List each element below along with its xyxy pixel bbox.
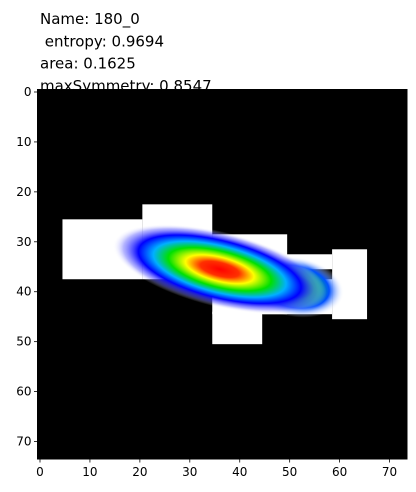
- x-tick-label: 50: [282, 465, 297, 479]
- x-tick-label: 30: [182, 465, 197, 479]
- blob: [112, 224, 327, 315]
- x-tick-label: 10: [82, 465, 97, 479]
- x-tick-label: 20: [132, 465, 147, 479]
- x-tick-label: 60: [332, 465, 347, 479]
- image: [37, 89, 408, 460]
- frame: [37, 89, 408, 460]
- x-tick-label: 40: [232, 465, 247, 479]
- y-tick-label: 0: [24, 85, 32, 99]
- y-tick-label: 60: [16, 385, 31, 399]
- y-tick-label: 50: [16, 335, 31, 349]
- x-tick-label: 70: [382, 465, 397, 479]
- title-line: area: 0.1625: [40, 55, 136, 73]
- title-line: entropy: 0.9694: [40, 32, 164, 50]
- title-line: Name: 180_0: [40, 10, 140, 29]
- y-tick-label: 40: [16, 285, 31, 299]
- x-tick-label: 0: [36, 465, 44, 479]
- y-tick-label: 70: [16, 435, 31, 449]
- y-tick-label: 30: [16, 235, 31, 249]
- y-tick-label: 10: [16, 135, 31, 149]
- y-tick-label: 20: [16, 185, 31, 199]
